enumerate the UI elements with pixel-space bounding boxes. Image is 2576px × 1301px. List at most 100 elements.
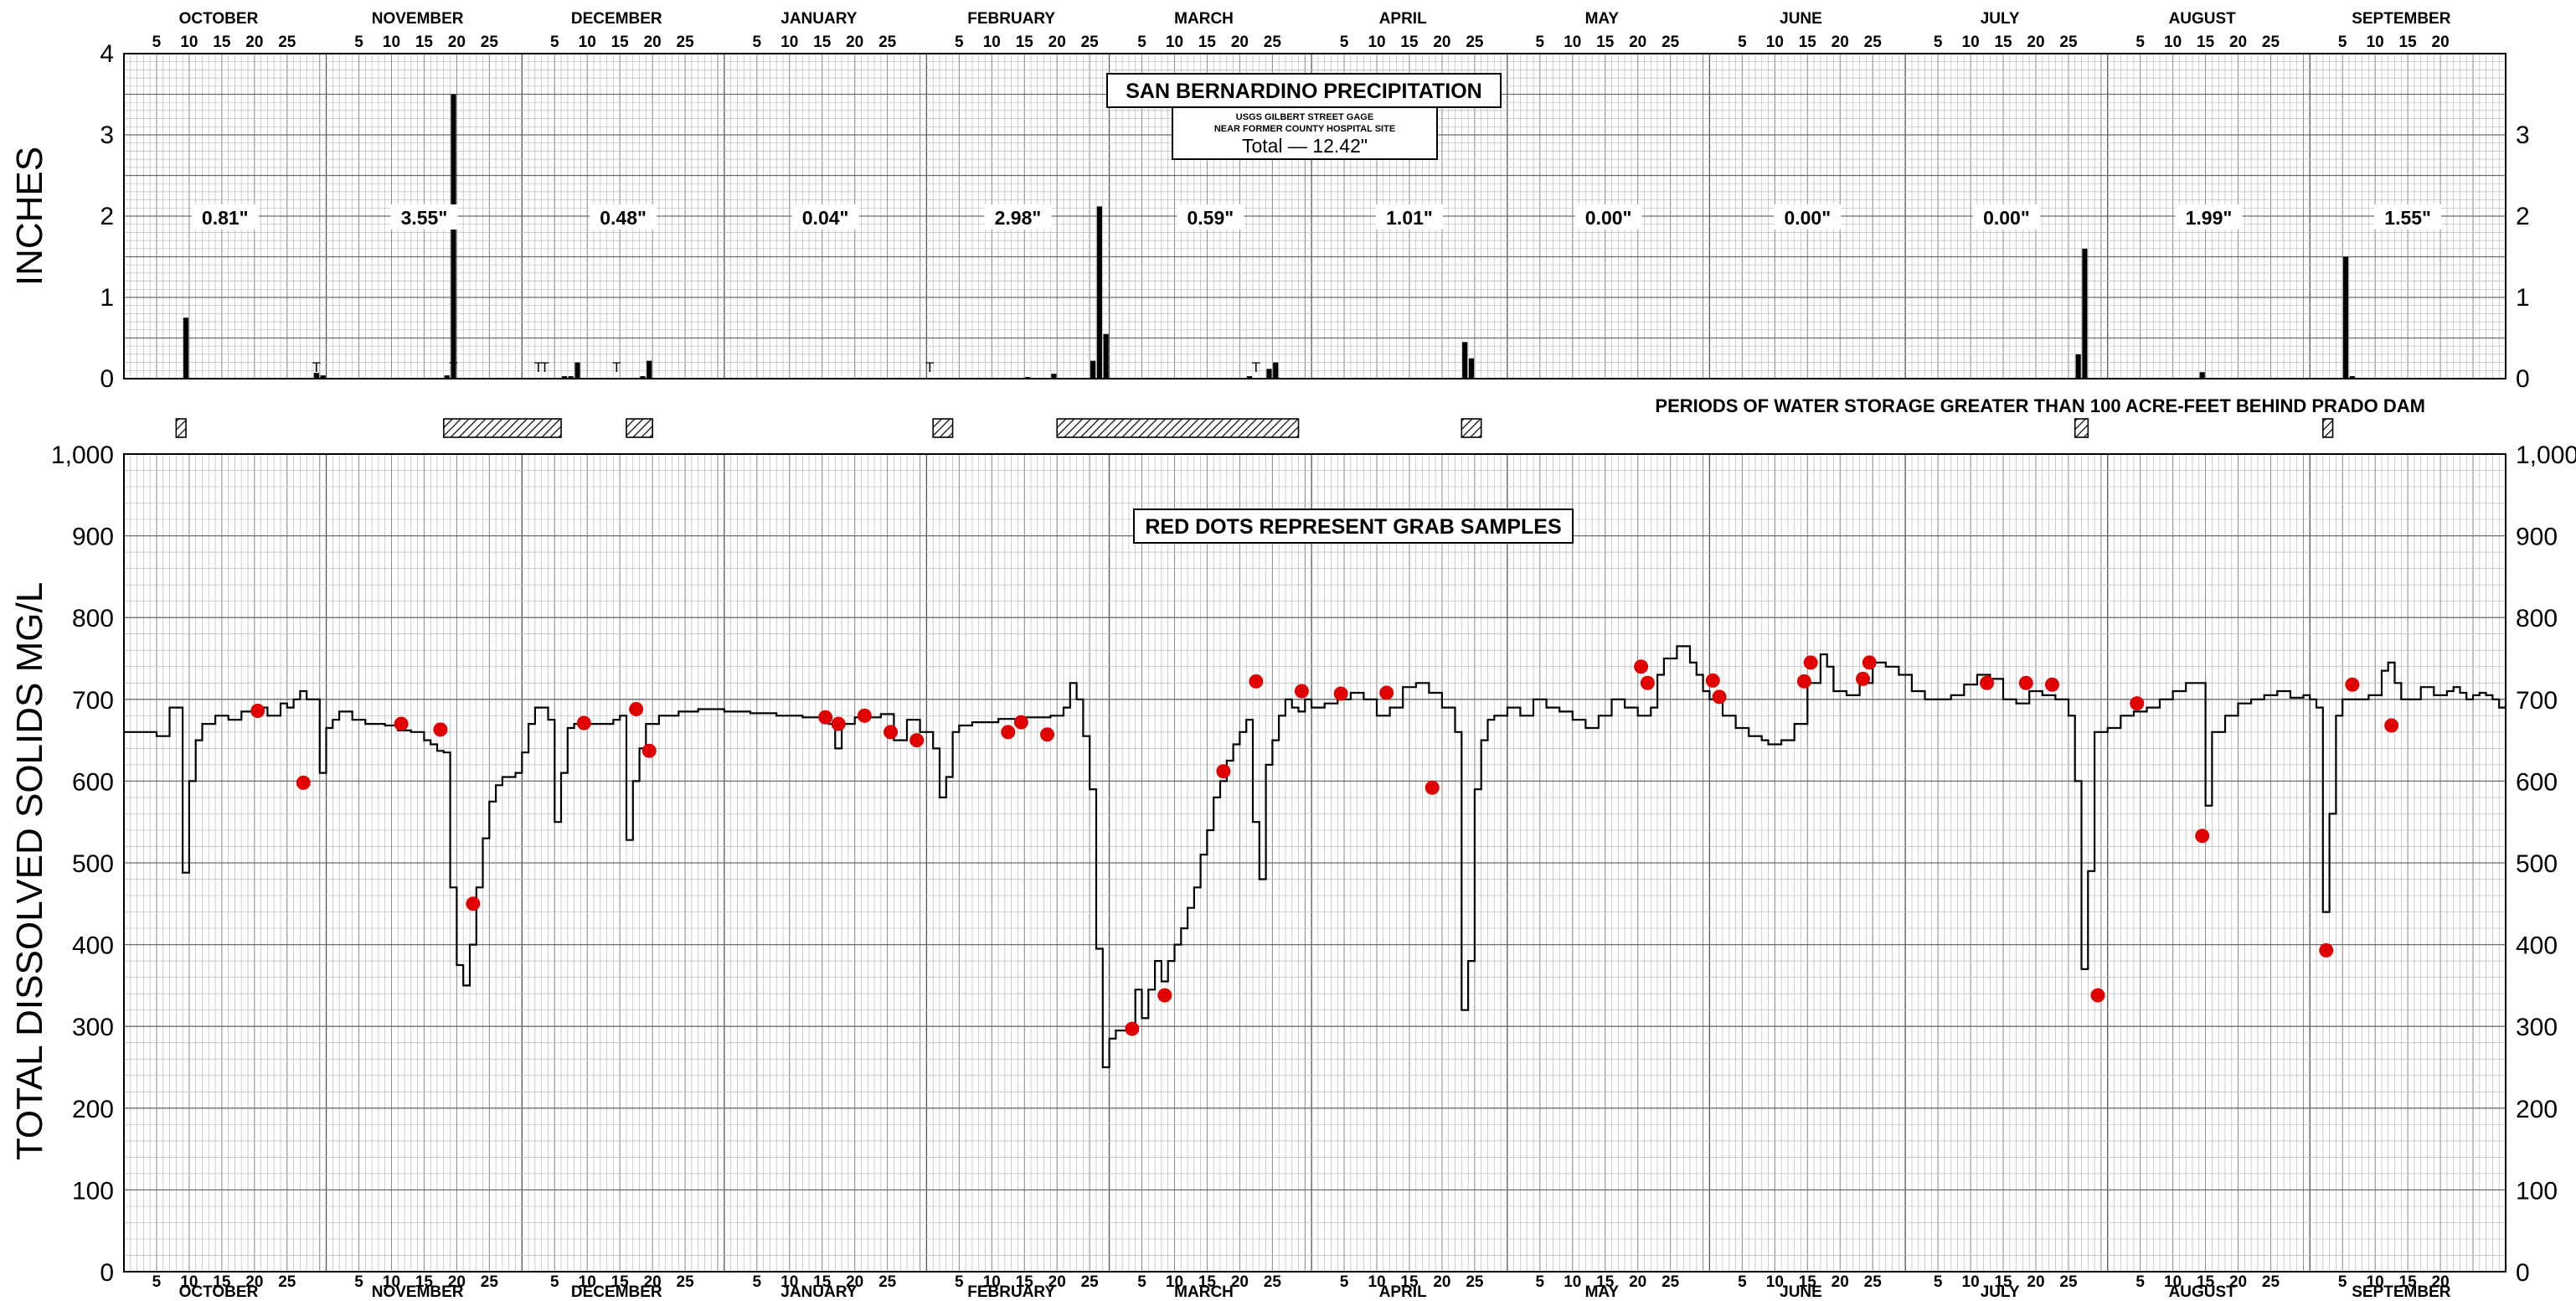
precip-ytick-right: 3 bbox=[2516, 121, 2530, 149]
precip-bar bbox=[647, 360, 652, 379]
precip-bar bbox=[1103, 333, 1109, 379]
top-day-label: 15 bbox=[1799, 34, 1817, 51]
grab-sample-point bbox=[1712, 689, 1727, 705]
tds-ytick-right: 0 bbox=[2516, 1259, 2530, 1287]
bottom-day-label: 15 bbox=[1400, 1273, 1419, 1291]
monthly-total: 1.01" bbox=[1375, 204, 1443, 230]
tds-ytick-left: 400 bbox=[72, 932, 114, 960]
storage-period bbox=[2322, 418, 2334, 438]
precip-bar bbox=[1051, 374, 1057, 379]
bottom-day-label: 10 bbox=[983, 1273, 1001, 1291]
tds-ytick-left: 1,000 bbox=[51, 441, 114, 469]
bottom-day-label: 15 bbox=[1994, 1273, 2012, 1291]
top-day-label: 20 bbox=[644, 34, 662, 51]
bottom-day-label: 25 bbox=[677, 1273, 695, 1291]
precip-bar bbox=[1273, 362, 1279, 379]
bottom-day-label: 10 bbox=[781, 1273, 798, 1291]
top-month-label: AUGUST bbox=[2169, 10, 2237, 28]
storage-period bbox=[626, 418, 653, 438]
top-day-label: 5 bbox=[550, 34, 559, 51]
grab-sample-point bbox=[1294, 684, 1309, 699]
grab-sample-point bbox=[831, 716, 846, 731]
bottom-day-label: 5 bbox=[753, 1273, 762, 1291]
top-month-label: FEBRUARY bbox=[967, 10, 1055, 28]
monthly-total: 2.98" bbox=[984, 204, 1052, 230]
precip-bar bbox=[1468, 358, 1475, 379]
grab-sample-point bbox=[2319, 942, 2334, 958]
bottom-day-label: 10 bbox=[1766, 1273, 1784, 1291]
precip-bar bbox=[1096, 206, 1102, 379]
bottom-day-label: 20 bbox=[448, 1273, 466, 1291]
tds-ytick-right: 300 bbox=[2516, 1014, 2558, 1041]
precip-ytick-left: 1 bbox=[100, 284, 114, 312]
grab-sample-point bbox=[576, 715, 591, 731]
top-day-label: 10 bbox=[2164, 34, 2182, 51]
top-day-label: 15 bbox=[213, 34, 231, 51]
grab-sample-point bbox=[466, 896, 481, 911]
grab-sample-point bbox=[2384, 718, 2399, 733]
monthly-total: 0.04" bbox=[791, 204, 859, 230]
top-month-label: JANUARY bbox=[781, 10, 857, 28]
bottom-day-label: 5 bbox=[152, 1273, 162, 1291]
top-day-label: 10 bbox=[1766, 34, 1784, 51]
top-day-label: 25 bbox=[481, 34, 499, 51]
tds-ytick-right: 600 bbox=[2516, 768, 2558, 796]
grab-sample-point bbox=[1862, 655, 1877, 670]
grab-sample-point bbox=[629, 702, 644, 717]
precip-bar bbox=[320, 375, 326, 379]
tds-ytick-left: 600 bbox=[72, 768, 114, 796]
bottom-day-label: 20 bbox=[2432, 1273, 2450, 1291]
top-month-label: NOVEMBER bbox=[372, 10, 464, 28]
monthly-total: 1.55" bbox=[2374, 204, 2442, 230]
monthly-total: 0.00" bbox=[1774, 204, 1842, 230]
grab-sample-point bbox=[1157, 988, 1172, 1003]
bottom-day-label: 25 bbox=[1466, 1273, 1484, 1291]
top-day-label: 10 bbox=[180, 34, 198, 51]
bottom-day-label: 15 bbox=[1198, 1273, 1217, 1291]
top-month-label: OCTOBER bbox=[179, 10, 259, 28]
grab-sample-point bbox=[909, 733, 925, 748]
monthly-total-bg bbox=[1375, 204, 1443, 230]
top-day-label: 5 bbox=[1738, 34, 1747, 51]
grab-sample-point bbox=[2130, 696, 2145, 711]
precip-bar bbox=[2349, 376, 2355, 379]
top-day-label: 20 bbox=[1832, 34, 1849, 51]
grab-sample-point bbox=[2345, 677, 2360, 692]
bottom-day-label: 25 bbox=[878, 1273, 897, 1291]
top-day-label: 20 bbox=[2027, 34, 2044, 51]
precip-ytick-right: 1 bbox=[2516, 284, 2530, 312]
trace-mark: T bbox=[540, 359, 549, 375]
bottom-day-label: 10 bbox=[579, 1273, 596, 1291]
bottom-day-label: 5 bbox=[2136, 1273, 2145, 1291]
monthly-total-bg bbox=[590, 204, 657, 230]
precip-bar bbox=[568, 376, 574, 379]
top-day-label: 5 bbox=[753, 34, 762, 51]
precip-subtitle-2: NEAR FORMER COUNTY HOSPITAL SITE bbox=[1214, 124, 1395, 134]
monthly-total-label: 2.98" bbox=[995, 207, 1042, 229]
tds-ytick-left: 100 bbox=[72, 1177, 114, 1205]
precip-bar bbox=[561, 376, 568, 379]
top-day-label: 15 bbox=[1198, 34, 1217, 51]
bottom-day-label: 25 bbox=[2262, 1273, 2280, 1291]
top-day-label: 10 bbox=[579, 34, 596, 51]
top-day-label: 5 bbox=[152, 34, 162, 51]
bottom-day-label: 15 bbox=[1596, 1273, 1615, 1291]
tds-ytick-left: 0 bbox=[100, 1259, 114, 1287]
grab-sample-point bbox=[1425, 780, 1440, 795]
precip-bar bbox=[1266, 369, 1272, 379]
precip-frame bbox=[123, 53, 2506, 379]
top-day-label: 5 bbox=[2136, 34, 2145, 51]
top-day-label: 15 bbox=[611, 34, 630, 51]
precip-bar bbox=[313, 373, 319, 379]
tds-ytick-left: 700 bbox=[72, 687, 114, 715]
bottom-day-label: 5 bbox=[1934, 1273, 1943, 1291]
tds-ytick-right: 200 bbox=[2516, 1096, 2558, 1123]
grab-sample-point bbox=[1980, 675, 1995, 690]
precip-bar bbox=[1462, 342, 1468, 379]
monthly-total-bg bbox=[390, 204, 458, 230]
bottom-day-label: 25 bbox=[1662, 1273, 1680, 1291]
precip-ytick-left: 3 bbox=[100, 121, 114, 149]
tds-ytick-right: 100 bbox=[2516, 1177, 2558, 1205]
grab-sample-point bbox=[433, 722, 448, 737]
